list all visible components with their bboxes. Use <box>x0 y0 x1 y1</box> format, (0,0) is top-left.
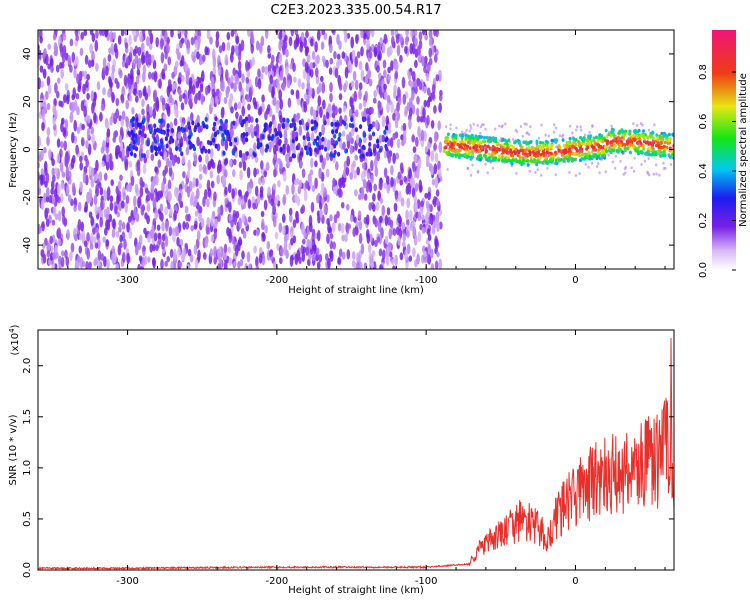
spectrogram-y-ticks: -40 -20 0 20 40 <box>22 48 674 253</box>
snr-y-ticks: 0.0 0.5 1.0 1.5 2.0 <box>22 358 674 578</box>
spectrogram-x-tick-label: -100 <box>415 275 438 286</box>
snr-x-tick-label: 0 <box>572 576 578 587</box>
snr-x-ticks: -300 -200 -100 0 <box>37 330 666 587</box>
colorbar-tick-label: 0.0 <box>698 262 709 278</box>
snr-y-tick-label: 0.0 <box>22 562 33 578</box>
spectrogram-x-tick-label: -300 <box>116 275 139 286</box>
snr-y-tick-label: 2.0 <box>22 358 33 374</box>
colorbar-tick-label: 0.8 <box>698 64 709 80</box>
colorbar-ticks: 0.0 0.2 0.4 0.6 0.8 <box>698 64 736 278</box>
colorbar-label: Normalized spectral amplitude <box>738 73 749 227</box>
colorbar-gradient <box>712 30 736 270</box>
snr-x-tick-label: -100 <box>415 576 438 587</box>
spectrogram-x-tick-label: -200 <box>266 275 289 286</box>
spectrogram-y-tick-label: 0 <box>22 146 33 152</box>
snr-series-line <box>38 337 674 570</box>
spectrogram-y-tick-label: 20 <box>22 95 33 108</box>
colorbar: 0.0 0.2 0.4 0.6 0.8 Normalized spectral ampl… <box>698 30 749 278</box>
snr-frame <box>37 329 675 571</box>
colorbar-tick-label: 0.2 <box>698 213 709 229</box>
spectrogram-y-tick-label: -40 <box>22 237 33 253</box>
snr-x-axis-label: Height of straight line (km) <box>288 585 424 596</box>
colorbar-tick-label: 0.6 <box>698 114 709 130</box>
spectrogram-y-tick-label: 40 <box>22 48 33 61</box>
snr-y-tick-label: 0.5 <box>22 511 33 527</box>
snr-panel: -300 -200 -100 0 0.0 0.5 1.0 1.5 2.0 Height of … <box>8 324 675 596</box>
spectrogram-x-ticks: -300 -200 -100 0 <box>37 30 666 286</box>
spectrogram-x-tick-label: 0 <box>572 275 578 286</box>
chart-title: C2E3.2023.335.00.54.R17 <box>270 3 441 18</box>
snr-y-axis-label: SNR (10 * v/v) <box>8 414 19 485</box>
snr-scale-label: (x104) <box>8 324 21 355</box>
snr-y-tick-label: 1.0 <box>22 460 33 476</box>
spectrogram-heatmap <box>38 30 674 269</box>
colorbar-tick-label: 0.4 <box>698 163 709 179</box>
snr-x-tick-label: -200 <box>266 576 289 587</box>
spectrogram-y-axis-label: Frequency (Hz) <box>8 112 19 188</box>
snr-x-tick-label: -300 <box>116 576 139 587</box>
spectrogram-y-tick-label: -20 <box>22 189 33 205</box>
snr-y-tick-label: 1.5 <box>22 409 33 425</box>
spectrogram-x-axis-label: Height of straight line (km) <box>288 285 424 296</box>
